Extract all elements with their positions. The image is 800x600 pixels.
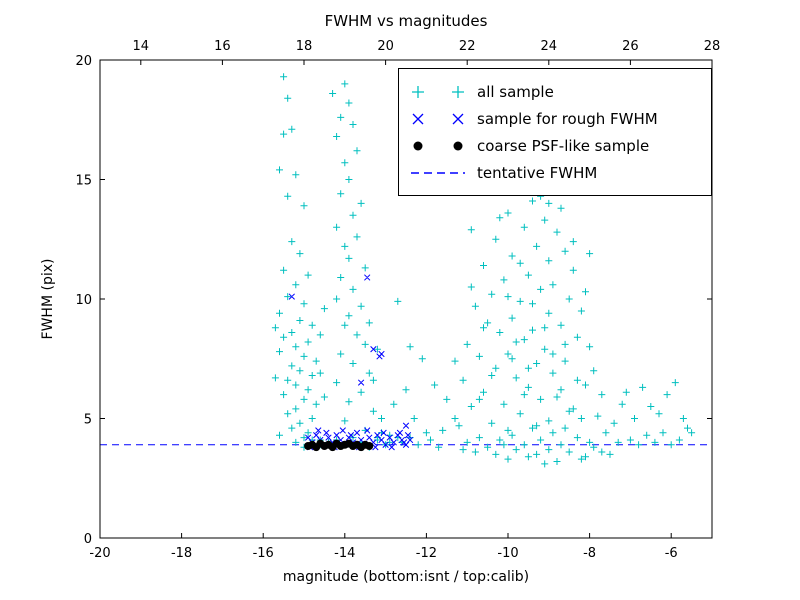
x-marker-icon bbox=[452, 113, 464, 124]
top-tick-label: 16 bbox=[214, 39, 231, 54]
legend: all sample sample for rough FWHM coarse … bbox=[398, 68, 712, 196]
y-tick-label: 15 bbox=[75, 174, 92, 189]
x-marker-icon bbox=[412, 113, 424, 124]
plot-content: -20 -18 -16 -14 -12 -10 -8 -6 14 16 18 20 22 24 26 28 0 5… bbox=[75, 39, 720, 561]
top-tick-label: 18 bbox=[296, 39, 313, 54]
top-tick-label: 24 bbox=[541, 39, 558, 54]
x-tick-label: -18 bbox=[171, 546, 192, 561]
top-tick-label: 28 bbox=[704, 39, 721, 54]
x-tick-label: -10 bbox=[497, 546, 518, 561]
y-tick-label: 5 bbox=[84, 413, 92, 428]
series-plus-markers bbox=[271, 73, 696, 468]
legend-label: all sample bbox=[477, 82, 554, 101]
x-axis-label: magnitude (bottom:isnt / top:calib) bbox=[283, 569, 529, 585]
x-tick-label: -20 bbox=[89, 546, 110, 561]
x-tick-label: -14 bbox=[334, 546, 355, 561]
plus-marker-icon bbox=[452, 85, 464, 98]
legend-label: tentative FWHM bbox=[477, 163, 598, 182]
plus-marker-icon bbox=[412, 85, 424, 98]
legend-item-tentative-fwhm: tentative FWHM bbox=[411, 159, 699, 186]
x-tick-label: -16 bbox=[253, 546, 274, 561]
legend-label: sample for rough FWHM bbox=[477, 109, 658, 128]
y-tick-label: 20 bbox=[75, 54, 92, 69]
top-tick-label: 26 bbox=[622, 39, 639, 54]
top-tick-label: 20 bbox=[377, 39, 394, 54]
legend-item-all-sample: all sample bbox=[411, 78, 699, 105]
legend-item-rough-fwhm: sample for rough FWHM bbox=[411, 105, 699, 132]
dot-marker-icon bbox=[453, 141, 463, 150]
x-tick-label: -12 bbox=[416, 546, 437, 561]
y-tick-label: 0 bbox=[84, 532, 92, 547]
top-tick-label: 14 bbox=[133, 39, 150, 54]
top-tick-label: 22 bbox=[459, 39, 476, 54]
legend-label: coarse PSF-like sample bbox=[477, 136, 650, 155]
x-tick-label: -6 bbox=[665, 546, 678, 561]
chart-title: FWHM vs magnitudes bbox=[325, 12, 488, 30]
y-tick-label: 10 bbox=[75, 293, 92, 308]
y-axis-label: FWHM (pix) bbox=[40, 259, 56, 340]
x-tick-label: -8 bbox=[583, 546, 596, 561]
dot-marker-icon bbox=[413, 141, 423, 150]
dashed-line-icon bbox=[411, 171, 465, 174]
legend-item-psf-like: coarse PSF-like sample bbox=[411, 132, 699, 159]
scatter-point-circle bbox=[365, 441, 374, 450]
